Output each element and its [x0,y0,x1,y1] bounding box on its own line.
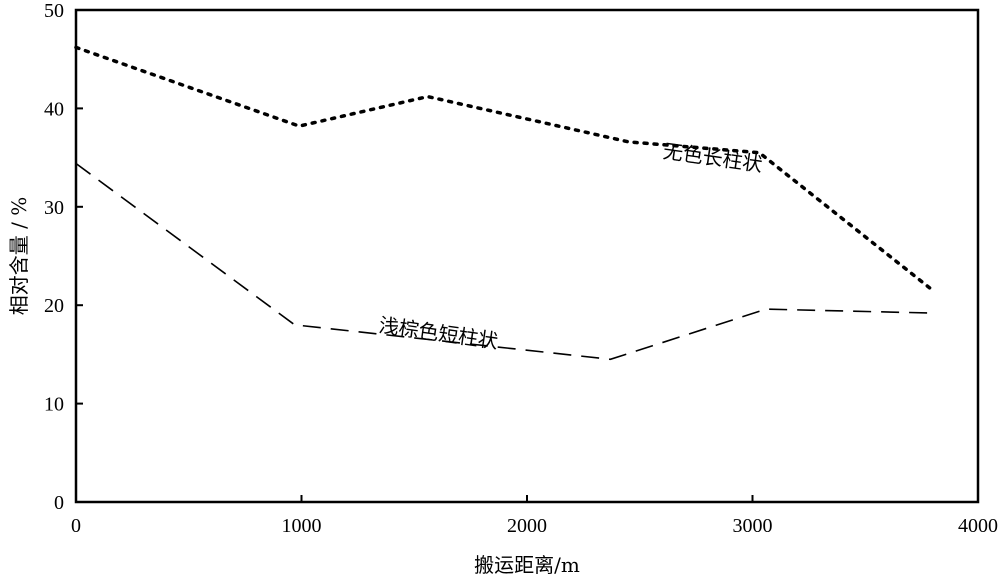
x-axis-title: 搬运距离/m [474,553,580,577]
x-tick-label: 2000 [507,515,547,537]
series-line [75,162,933,361]
series-label: 浅棕色短柱状 [377,313,499,353]
series-line [74,45,935,293]
y-tick-label: 50 [44,0,64,22]
series-label: 无色长柱状 [662,139,764,177]
y-tick-label: 30 [44,197,64,219]
y-axis-title: 相对含量 / % [7,197,31,315]
x-tick-label: 1000 [282,515,322,537]
y-tick-label: 20 [44,295,64,317]
plot-frame [74,8,980,504]
x-tick-label: 4000 [958,515,998,537]
y-tick-label: 10 [44,394,64,416]
y-tick-label: 40 [44,98,64,120]
x-tick-label: 0 [71,515,81,537]
x-axis-ticks: 0 1000 2000 3000 4000 [71,495,998,537]
y-tick-label: 0 [54,492,64,514]
x-tick-label: 3000 [733,515,773,537]
